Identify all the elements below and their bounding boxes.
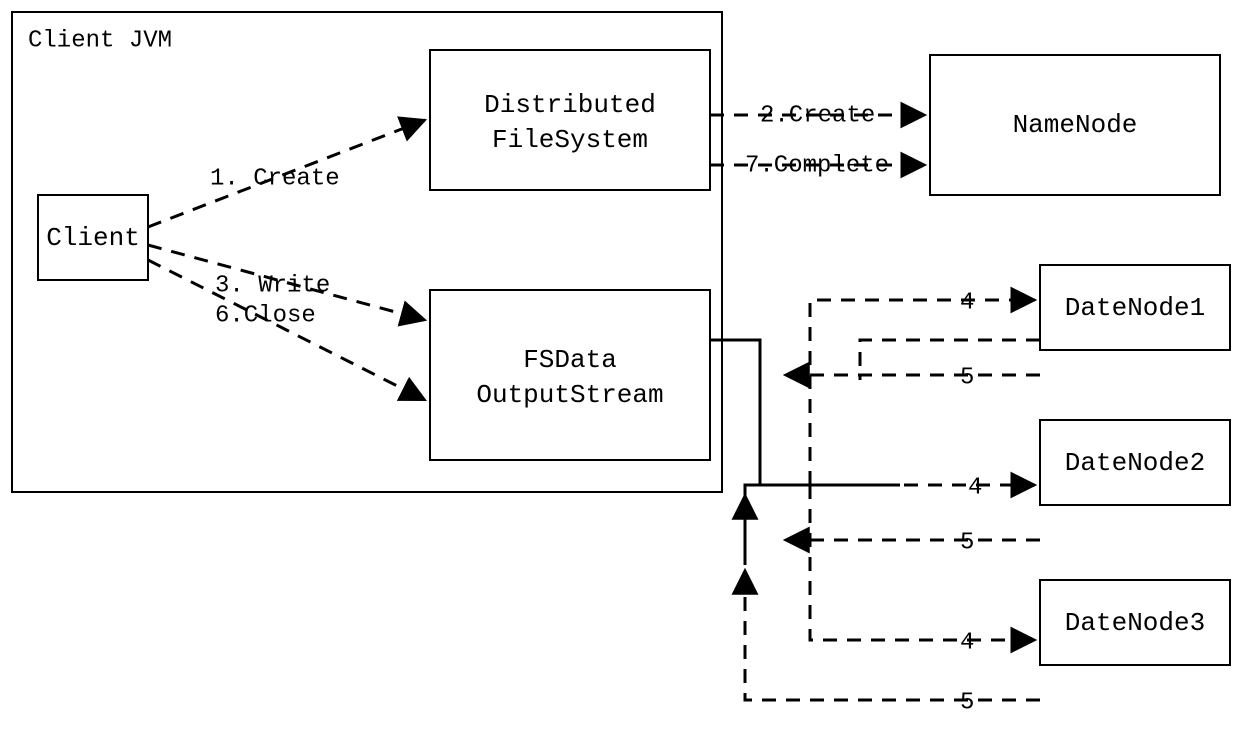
- edge-4-dn3-label: 4: [960, 629, 974, 656]
- edge-5-dn2-label: 5: [960, 529, 974, 556]
- edge-6-label: 6.Close: [215, 302, 316, 329]
- edge-2-label: 2.Create: [760, 102, 875, 129]
- edge-5-dn1-label: 5: [960, 364, 974, 391]
- node-dn2-label: DateNode2: [1065, 448, 1205, 478]
- edge-4-dn1: [810, 300, 1035, 485]
- edge-4-dn1-label: 4: [960, 289, 974, 316]
- edge-5-dn3: [745, 570, 1040, 700]
- node-client-label: Client: [46, 223, 140, 253]
- node-fsout: [430, 290, 710, 460]
- edge-pipeline-out: [710, 340, 760, 485]
- edge-5-dn3-label: 5: [960, 689, 974, 716]
- node-namenode-label: NameNode: [1013, 110, 1138, 140]
- edge-pipeline-return: [745, 485, 760, 510]
- node-dn1-label: DateNode1: [1065, 293, 1205, 323]
- node-dfs-label2: FileSystem: [492, 125, 648, 155]
- node-dn3-label: DateNode3: [1065, 608, 1205, 638]
- container-label: Client JVM: [28, 27, 172, 54]
- edge-3-label: 3. Write: [215, 272, 330, 299]
- node-fsout-label2: OutputStream: [476, 380, 663, 410]
- edge-7-label: 7.Complete: [745, 152, 889, 179]
- node-dfs-label1: Distributed: [484, 90, 656, 120]
- edge-4-dn3: [810, 485, 1035, 640]
- node-dfs: [430, 50, 710, 190]
- edge-4-dn2-label: 4: [968, 474, 982, 501]
- node-fsout-label1: FSData: [523, 345, 617, 375]
- edge-1-label: 1. Create: [210, 165, 340, 192]
